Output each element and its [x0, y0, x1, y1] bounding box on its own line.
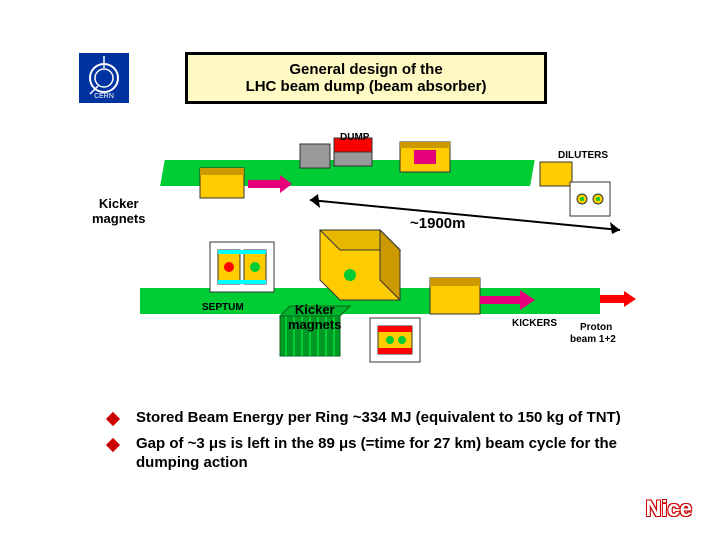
kickers-label: KICKERS	[512, 318, 557, 329]
cern-logo-svg: CERN	[82, 56, 126, 100]
bullet-text-2: Gap of ~3 μs is left in the 89 μs (=time…	[136, 434, 660, 473]
title-line2: LHC beam dump (beam absorber)	[208, 78, 524, 95]
title-line1: General design of the	[208, 61, 524, 78]
bullet-item-2: Gap of ~3 μs is left in the 89 μs (=time…	[100, 434, 660, 473]
beam-dump-diagram: DUMP DILUTERS SEPTUM KICKERS Proton beam…	[80, 130, 640, 370]
bullet-list: Stored Beam Energy per Ring ~334 MJ (equ…	[100, 408, 660, 479]
bullet-text-1: Stored Beam Energy per Ring ~334 MJ (equ…	[136, 408, 621, 428]
proton-label-1: Proton	[580, 322, 612, 333]
bullet-marker-icon	[106, 437, 120, 451]
diluters-label: DILUTERS	[558, 150, 608, 161]
proton-label-2: beam 1+2	[570, 334, 616, 345]
kicker-magnets-label-2: Kicker magnets	[288, 302, 341, 332]
septum-label: SEPTUM	[202, 302, 244, 313]
cern-logo: CERN	[79, 53, 129, 103]
bullet-marker-icon	[106, 412, 120, 426]
bullet-item-1: Stored Beam Energy per Ring ~334 MJ (equ…	[100, 408, 660, 428]
nice-watermark: Nice	[646, 496, 692, 522]
svg-text:CERN: CERN	[94, 93, 114, 100]
dump-label: DUMP	[340, 132, 370, 143]
title-box: General design of the LHC beam dump (bea…	[185, 52, 547, 104]
distance-label: ~1900m	[410, 215, 465, 232]
